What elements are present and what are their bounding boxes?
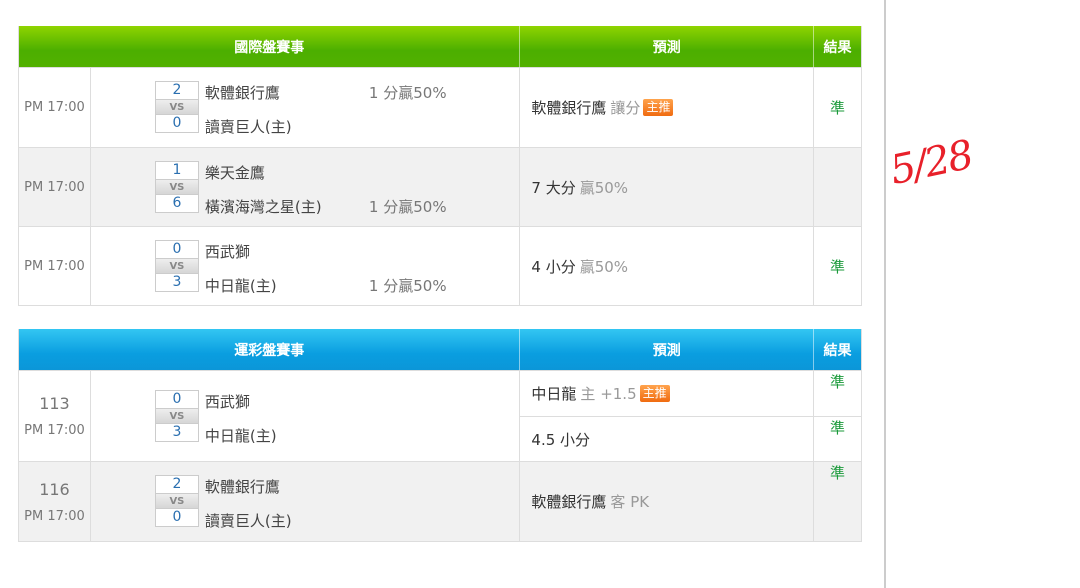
handwritten-date-annotation: 5/28 <box>886 131 976 195</box>
table-row: 113 PM 17:00 0 VS 3 西武獅 中日龍(主) 中日龍主 +1.5 主… <box>19 370 861 461</box>
header-result: 結果 <box>823 39 852 56</box>
match-info: 116 PM 17:00 <box>19 462 91 541</box>
match-cell: 2 VS 0 軟體銀行鷹 讀賣巨人(主) 1 分贏50% <box>91 68 521 147</box>
match-cell: 0 VS 3 西武獅 中日龍(主) 1 分贏50% <box>91 227 521 305</box>
match-info: 113 PM 17:00 <box>19 371 91 461</box>
score-away: 0 <box>172 240 182 257</box>
prediction-cell: 中日龍主 +1.5 主推 <box>520 371 813 416</box>
time-text: PM 17:00 <box>24 179 85 195</box>
prediction-detail: 贏50% <box>579 178 629 197</box>
header-event: 運彩盤賽事 <box>19 329 521 370</box>
prediction-pick: 7 大分 <box>531 178 576 197</box>
match-cell: 2 VS 0 軟體銀行鷹 讀賣巨人(主) <box>91 462 521 541</box>
time-text: PM 17:00 <box>24 100 85 115</box>
result-column: 準 <box>814 462 861 541</box>
prediction-pick: 中日龍 <box>531 385 577 403</box>
match-cell: 0 VS 3 西武獅 中日龍(主) <box>91 371 521 461</box>
score-home: 0 <box>172 509 182 525</box>
score-box: 1 VS 6 <box>154 160 199 213</box>
match-cell: 1 VS 6 樂天金鷹 橫濱海灣之星(主) 1 分贏50% <box>91 148 521 226</box>
prediction-cell: 4.5 小分 <box>520 416 814 461</box>
match-time: PM 17:00 <box>19 148 91 226</box>
vs-label: VS <box>155 493 198 509</box>
score-away: 2 <box>172 476 182 492</box>
team-away[interactable]: 軟體銀行鷹 <box>204 478 280 496</box>
prediction-cell: 軟體銀行鷹 讓分 主推 <box>520 68 815 147</box>
score-away: 2 <box>172 82 182 98</box>
team-home[interactable]: 讀賣巨人(主) <box>204 512 292 530</box>
score-box: 0 VS 3 <box>154 389 199 442</box>
score-home: 3 <box>172 423 182 440</box>
prediction-pick: 軟體銀行鷹 <box>531 493 607 511</box>
team-home[interactable]: 橫濱海灣之星(主) <box>204 197 322 216</box>
prediction-detail: 客 PK <box>610 493 650 511</box>
score-home: 3 <box>172 273 182 290</box>
prediction-detail: 贏50% <box>579 257 629 276</box>
header-event: 國際盤賽事 <box>19 26 521 67</box>
score-away: 1 <box>172 161 182 178</box>
team-home[interactable]: 讀賣巨人(主) <box>204 118 292 136</box>
result-cell: 準 <box>814 416 861 461</box>
score-home: 0 <box>172 115 182 131</box>
vs-label: VS <box>155 407 198 424</box>
international-table: 國際盤賽事 預測 結果 PM 17:00 2 VS 0 軟體銀行鷹 讀賣巨人(主… <box>18 26 862 306</box>
vs-label: VS <box>155 257 198 274</box>
prediction-cell: 7 大分 贏50% <box>520 148 815 226</box>
table-row: 116 PM 17:00 2 VS 0 軟體銀行鷹 讀賣巨人(主) 軟體銀行鷹客 … <box>19 461 861 541</box>
time-text: PM 17:00 <box>24 508 85 524</box>
result-cell: 準 <box>830 373 846 391</box>
result-cell <box>814 148 861 226</box>
team-home[interactable]: 中日龍(主) <box>204 276 277 295</box>
game-number: 113 <box>39 394 70 413</box>
score-box: 2 VS 0 <box>154 475 199 527</box>
prediction-pick: 軟體銀行鷹 <box>531 99 607 117</box>
team-away[interactable]: 樂天金鷹 <box>204 163 265 182</box>
game-number: 116 <box>39 479 70 499</box>
score-box: 2 VS 0 <box>154 81 199 133</box>
score-away: 0 <box>172 390 182 407</box>
prediction-cell: 4 小分 贏50% <box>520 227 815 305</box>
prediction-detail: 讓分 <box>610 99 641 117</box>
handicap-text: 1 分贏50% <box>368 276 447 295</box>
result-column: 準準 <box>814 371 861 461</box>
time-text: PM 17:00 <box>24 258 85 274</box>
main-pick-badge: 主推 <box>643 99 674 116</box>
main-pick-badge: 主推 <box>639 385 670 402</box>
handicap-text: 1 分贏50% <box>368 84 447 102</box>
team-away[interactable]: 西武獅 <box>204 242 250 261</box>
result-cell: 準 <box>830 464 846 482</box>
prediction-column: 中日龍主 +1.5 主推 4.5 小分 <box>520 371 815 461</box>
match-time: PM 17:00 <box>19 68 91 147</box>
time-text: PM 17:00 <box>24 423 85 438</box>
header-prediction: 預測 <box>520 26 815 67</box>
prediction-detail: 主 +1.5 <box>580 385 637 403</box>
result-cell: 準 <box>830 99 846 117</box>
prediction-pick: 4 小分 <box>531 257 576 276</box>
team-away[interactable]: 軟體銀行鷹 <box>204 84 280 102</box>
prediction-pick: 4.5 小分 <box>531 430 591 449</box>
table-row: PM 17:00 1 VS 6 樂天金鷹 橫濱海灣之星(主) 1 分贏50% 7 … <box>19 147 861 226</box>
table-row: PM 17:00 2 VS 0 軟體銀行鷹 讀賣巨人(主) 1 分贏50% 軟體銀… <box>19 67 861 147</box>
result-cell: 準 <box>830 257 846 276</box>
header-prediction: 預測 <box>520 329 815 370</box>
table-header: 國際盤賽事 預測 結果 <box>19 26 861 67</box>
sports-lottery-table: 運彩盤賽事 預測 結果 113 PM 17:00 0 VS 3 西武獅 中日龍(主… <box>18 329 862 542</box>
score-home: 6 <box>172 194 182 211</box>
score-box: 0 VS 3 <box>154 239 199 292</box>
table-row: PM 17:00 0 VS 3 西武獅 中日龍(主) 1 分贏50% 4 小分 贏5… <box>19 226 861 305</box>
vs-label: VS <box>155 99 198 115</box>
divider <box>884 0 886 588</box>
team-home[interactable]: 中日龍(主) <box>204 426 277 445</box>
table-header: 運彩盤賽事 預測 結果 <box>19 329 861 370</box>
team-away[interactable]: 西武獅 <box>204 392 250 411</box>
prediction-cell: 軟體銀行鷹客 PK <box>520 462 813 541</box>
handicap-text: 1 分贏50% <box>368 197 447 216</box>
match-time: PM 17:00 <box>19 227 91 305</box>
vs-label: VS <box>155 178 198 195</box>
prediction-column: 軟體銀行鷹客 PK <box>520 462 815 541</box>
header-result: 結果 <box>823 342 852 359</box>
